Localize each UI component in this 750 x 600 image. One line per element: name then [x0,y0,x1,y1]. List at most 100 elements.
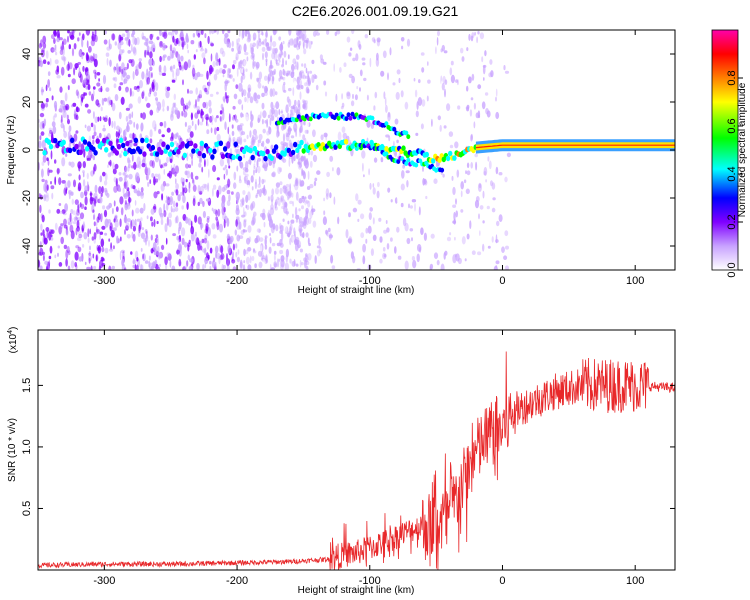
spectrogram-noise-cell [162,180,166,187]
spectrogram-noise-cell [185,102,189,112]
spectrogram-noise-cell [297,161,301,165]
spectrogram-noise-cell [56,168,61,174]
spectrogram-noise-cell [311,208,316,213]
spectrogram-noise-cell [412,260,417,269]
spectrogram-noise-cell [300,233,303,238]
spectrogram-noise-cell [455,198,457,205]
spectrogram-noise-cell [68,161,72,166]
spectrogram-noise-cell [95,254,98,262]
spectrogram-noise-cell [158,128,162,135]
spectrogram-noise-cell [50,237,54,241]
spectrogram-noise-cell [413,77,416,82]
spectrogram-noise-cell [257,82,262,89]
spectrogram-noise-cell [423,232,427,241]
spectrogram-noise-cell [200,45,203,50]
spectrogram-noise-cell [111,102,116,112]
spectrogram-noise-cell [469,109,473,117]
spectrogram-noise-cell [256,189,260,195]
spectrogram-noise-cell [460,190,463,198]
spectrogram-noise-cell [251,256,255,261]
spectrogram-noise-cell [95,253,99,262]
spectrogram-noise-cell [359,69,363,77]
spectrogram-noise-cell [477,84,482,90]
spectrogram-noise-cell [149,87,152,95]
spectrogram-noise-cell [296,36,299,46]
spectrogram-noise-cell [96,216,100,223]
spectrogram-lower-branch-cell [440,167,445,173]
spectrogram-noise-cell [102,205,106,210]
spectrogram-noise-cell [177,239,181,243]
spectrogram-noise-cell [86,172,89,180]
spectrogram-noise-cell [90,122,94,128]
spectrogram-noise-cell [149,33,153,41]
spectrogram-noise-cell [183,265,188,270]
spectrogram-noise-cell [123,181,128,189]
spectrogram-noise-cell [246,237,251,245]
spectrogram-track-cell [263,155,268,162]
spectrogram-noise-cell [260,142,263,147]
spectrogram-noise-cell [374,129,376,136]
spectrogram-noise-cell [261,32,264,36]
spectrogram-noise-cell [186,260,189,267]
spectrogram-noise-cell [446,236,452,242]
spectrogram-noise-cell [453,218,456,225]
spectrogram-noise-cell [153,219,156,228]
spectrogram-noise-cell [134,200,137,206]
spectrogram-noise-cell [271,242,276,247]
spectrogram-noise-cell [166,252,171,257]
spectrogram-noise-cell [483,77,485,81]
spectrogram-noise-cell [256,130,261,138]
spectrogram-noise-cell [128,59,133,64]
spectrogram-track-cell [161,141,166,147]
spectrogram-noise-cell [221,50,226,58]
spectrogram-noise-cell [42,123,45,129]
spectrogram-noise-cell [273,250,277,255]
spectrogram-noise-cell [435,46,437,55]
spectrogram-noise-cell [60,43,64,51]
spectrogram-noise-cell [465,170,467,175]
spectrogram-noise-cell [314,255,317,264]
spectrogram-noise-cell [171,52,174,59]
spectrogram-noise-cell [155,234,159,238]
spectrogram-noise-cell [456,169,460,178]
spectrogram-noise-cell [195,87,198,95]
spectrogram-noise-cell [161,244,165,250]
spectrogram-noise-cell [181,237,185,245]
spectrogram-noise-cell [283,165,288,171]
spectrogram-noise-cell [496,220,500,227]
spectrogram-noise-cell [261,102,265,110]
spectrogram-noise-cell [443,125,447,129]
spectrogram-noise-cell [323,210,326,216]
spectrogram-noise-cell [464,258,467,262]
spectrogram-noise-cell [331,265,336,270]
spectrogram-noise-cell [178,258,182,267]
spectrogram-noise-cell [41,139,46,149]
spectrogram-noise-cell [132,185,136,190]
spectrogram-noise-cell [302,74,307,80]
spectrogram-noise-cell [233,93,238,100]
spectrogram-noise-cell [178,234,182,243]
spectrogram-noise-cell [93,232,97,240]
spectrogram-noise-cell [138,58,142,62]
spectrogram-noise-cell [133,142,138,147]
spectrogram-noise-cell [166,203,169,211]
spectrogram-noise-cell [242,59,247,67]
spectrogram-noise-cell [211,115,214,121]
spectrogram-noise-cell [430,233,435,239]
spectrogram-noise-cell [204,247,207,256]
spectrogram-noise-cell [175,202,179,207]
spectrogram-noise-cell [386,243,390,250]
spectrogram-noise-cell [289,200,293,205]
spectrogram-noise-cell [271,52,276,60]
spectrogram-noise-cell [228,134,231,143]
spectrogram-noise-cell [123,216,128,224]
spectrogram-noise-cell [104,247,109,254]
spectrogram-noise-cell [108,265,112,270]
spectrogram-noise-cell [39,204,42,214]
spectrogram-noise-cell [204,101,209,110]
spectrogram-noise-cell [85,30,91,36]
spectrogram-noise-cell [119,236,122,242]
spectrogram-noise-cell [71,198,75,205]
spectrogram-noise-cell [157,266,161,270]
spectrogram-noise-cell [264,120,267,124]
